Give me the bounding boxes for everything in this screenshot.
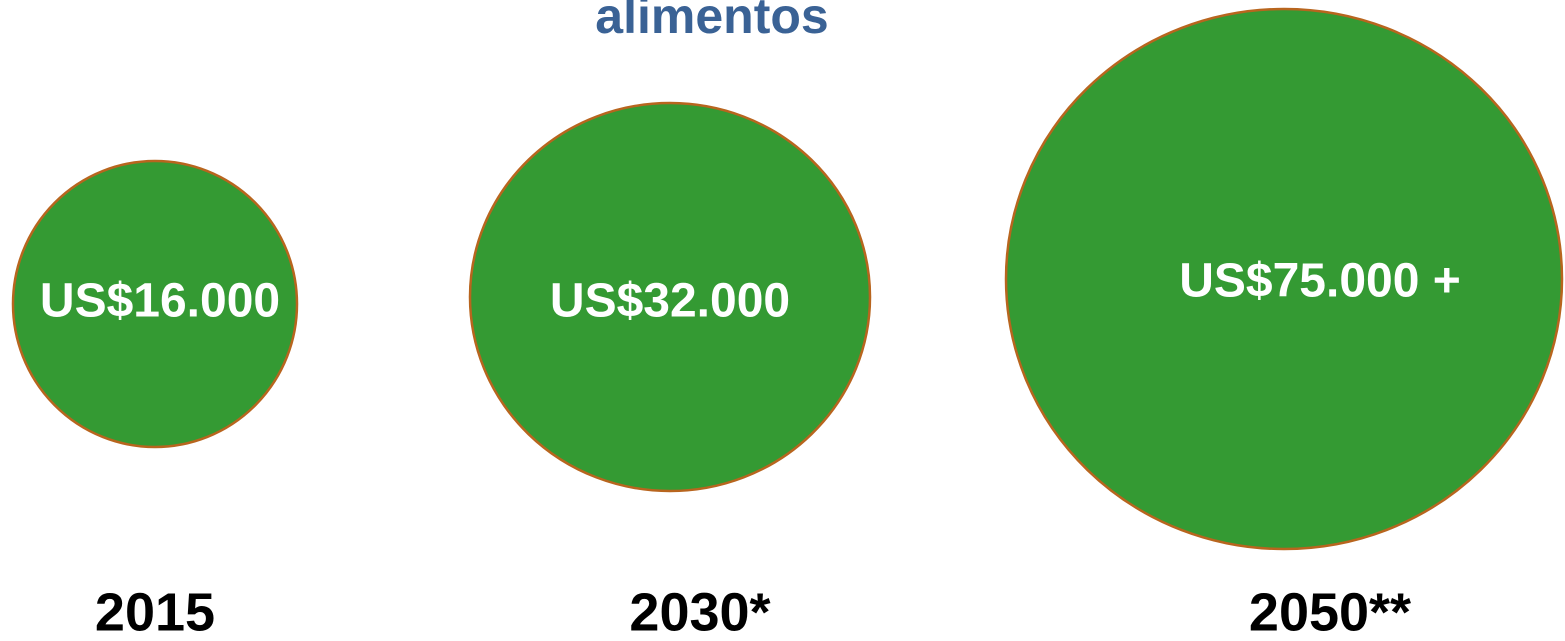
circle (1004, 7, 1564, 551)
year-label: 2050** (1249, 582, 1411, 641)
circle (468, 101, 872, 493)
year-label: 2015 (95, 582, 215, 641)
value-label: US$16.000 (40, 275, 280, 328)
year-label: 2030* (629, 582, 770, 641)
value-label: US$75.000 + (1179, 255, 1461, 308)
circle (11, 159, 299, 449)
title: alimentos (595, 0, 828, 44)
value-label: US$32.000 (550, 275, 790, 328)
